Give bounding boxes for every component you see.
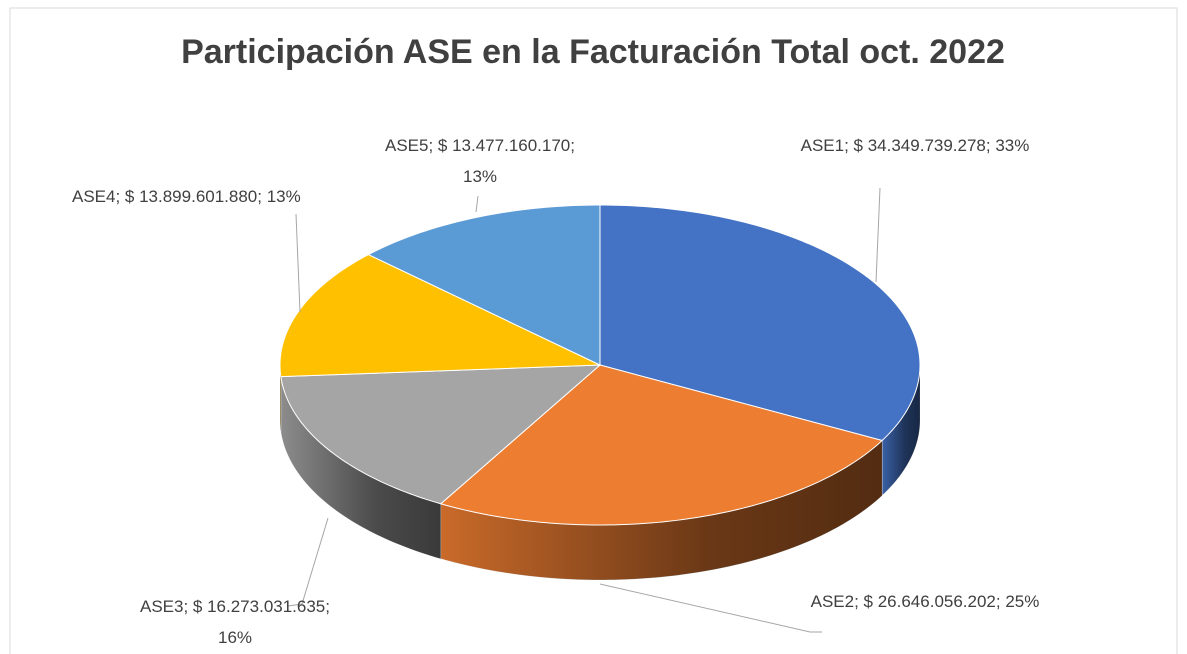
leader-lines — [287, 187, 881, 633]
pie-side-shade — [280, 376, 441, 559]
leader-line — [475, 195, 479, 213]
leader-line — [295, 213, 301, 313]
leader-line — [287, 517, 329, 607]
pie-side-shade — [280, 365, 281, 432]
pie-slice — [599, 204, 921, 442]
pie-slice — [280, 364, 602, 505]
pie-slice — [279, 254, 601, 378]
pie-slice — [439, 364, 884, 526]
chart-title: Participación ASE en la Facturación Tota… — [181, 33, 1005, 71]
pie-slice — [367, 204, 601, 366]
pie — [279, 204, 921, 581]
data-label: ASE4; $ 13.899.601.880; 13% — [72, 187, 301, 206]
data-label: ASE3; $ 16.273.031.635; 16% — [140, 597, 330, 647]
data-label: ASE2; $ 26.646.056.202; 25% — [810, 592, 1040, 611]
pie-side-shade — [882, 365, 920, 496]
leader-line — [599, 583, 822, 633]
leader-line — [875, 187, 881, 283]
data-label: ASE1; $ 34.349.739.278; 33% — [800, 136, 1030, 155]
chart-border — [9, 7, 1178, 654]
pie-side-shade — [440, 440, 883, 580]
data-label: ASE5; $ 13.477.160.170; 13% — [385, 136, 575, 186]
